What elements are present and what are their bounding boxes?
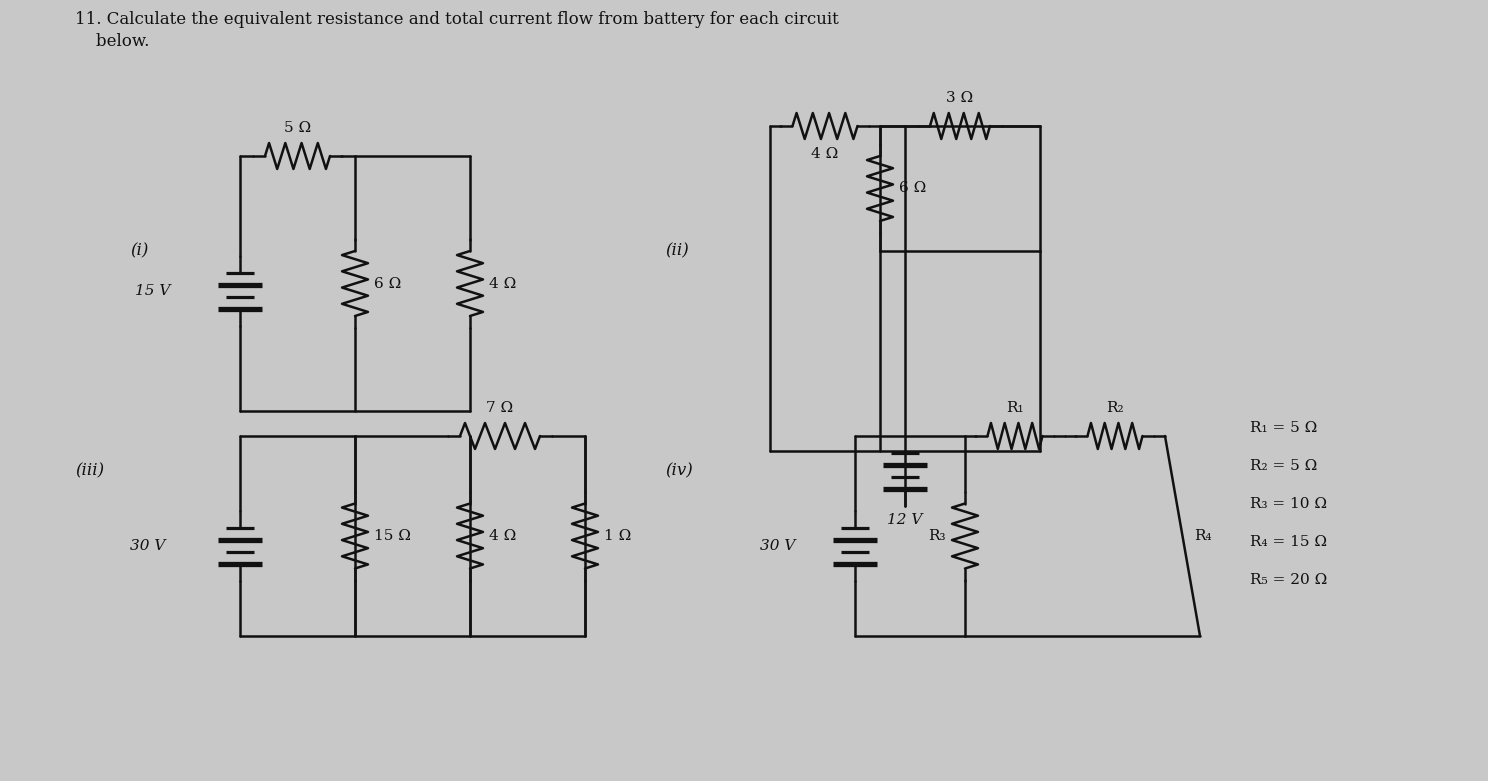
Text: 11. Calculate the equivalent resistance and total current flow from battery for : 11. Calculate the equivalent resistance … [74,11,839,28]
Text: 1 Ω: 1 Ω [604,529,631,543]
Text: 12 V: 12 V [887,513,923,527]
Text: 4 Ω: 4 Ω [490,276,516,291]
Text: (ii): (ii) [665,242,689,259]
Text: 5 Ω: 5 Ω [284,121,311,135]
Text: 15 V: 15 V [134,284,170,298]
Text: R₄: R₄ [1195,529,1213,543]
Text: R₁ = 5 Ω: R₁ = 5 Ω [1250,421,1317,435]
Text: 4 Ω: 4 Ω [490,529,516,543]
Text: R₅ = 20 Ω: R₅ = 20 Ω [1250,573,1327,587]
Text: 7 Ω: 7 Ω [487,401,513,415]
Text: below.: below. [74,33,149,50]
Text: R₂: R₂ [1106,401,1123,415]
Text: 3 Ω: 3 Ω [946,91,973,105]
Text: R₃ = 10 Ω: R₃ = 10 Ω [1250,497,1327,511]
Text: 6 Ω: 6 Ω [373,276,402,291]
Text: R₄ = 15 Ω: R₄ = 15 Ω [1250,535,1327,549]
Text: (i): (i) [129,242,149,259]
Text: 30 V: 30 V [760,539,795,553]
Text: 6 Ω: 6 Ω [899,181,926,195]
Text: R₃: R₃ [929,529,946,543]
Text: R₁: R₁ [1006,401,1024,415]
Text: 15 Ω: 15 Ω [373,529,411,543]
Text: 30 V: 30 V [129,539,165,553]
Text: R₂ = 5 Ω: R₂ = 5 Ω [1250,459,1317,473]
Text: (iii): (iii) [74,462,104,480]
Text: 4 Ω: 4 Ω [811,147,839,161]
Text: (iv): (iv) [665,462,693,480]
